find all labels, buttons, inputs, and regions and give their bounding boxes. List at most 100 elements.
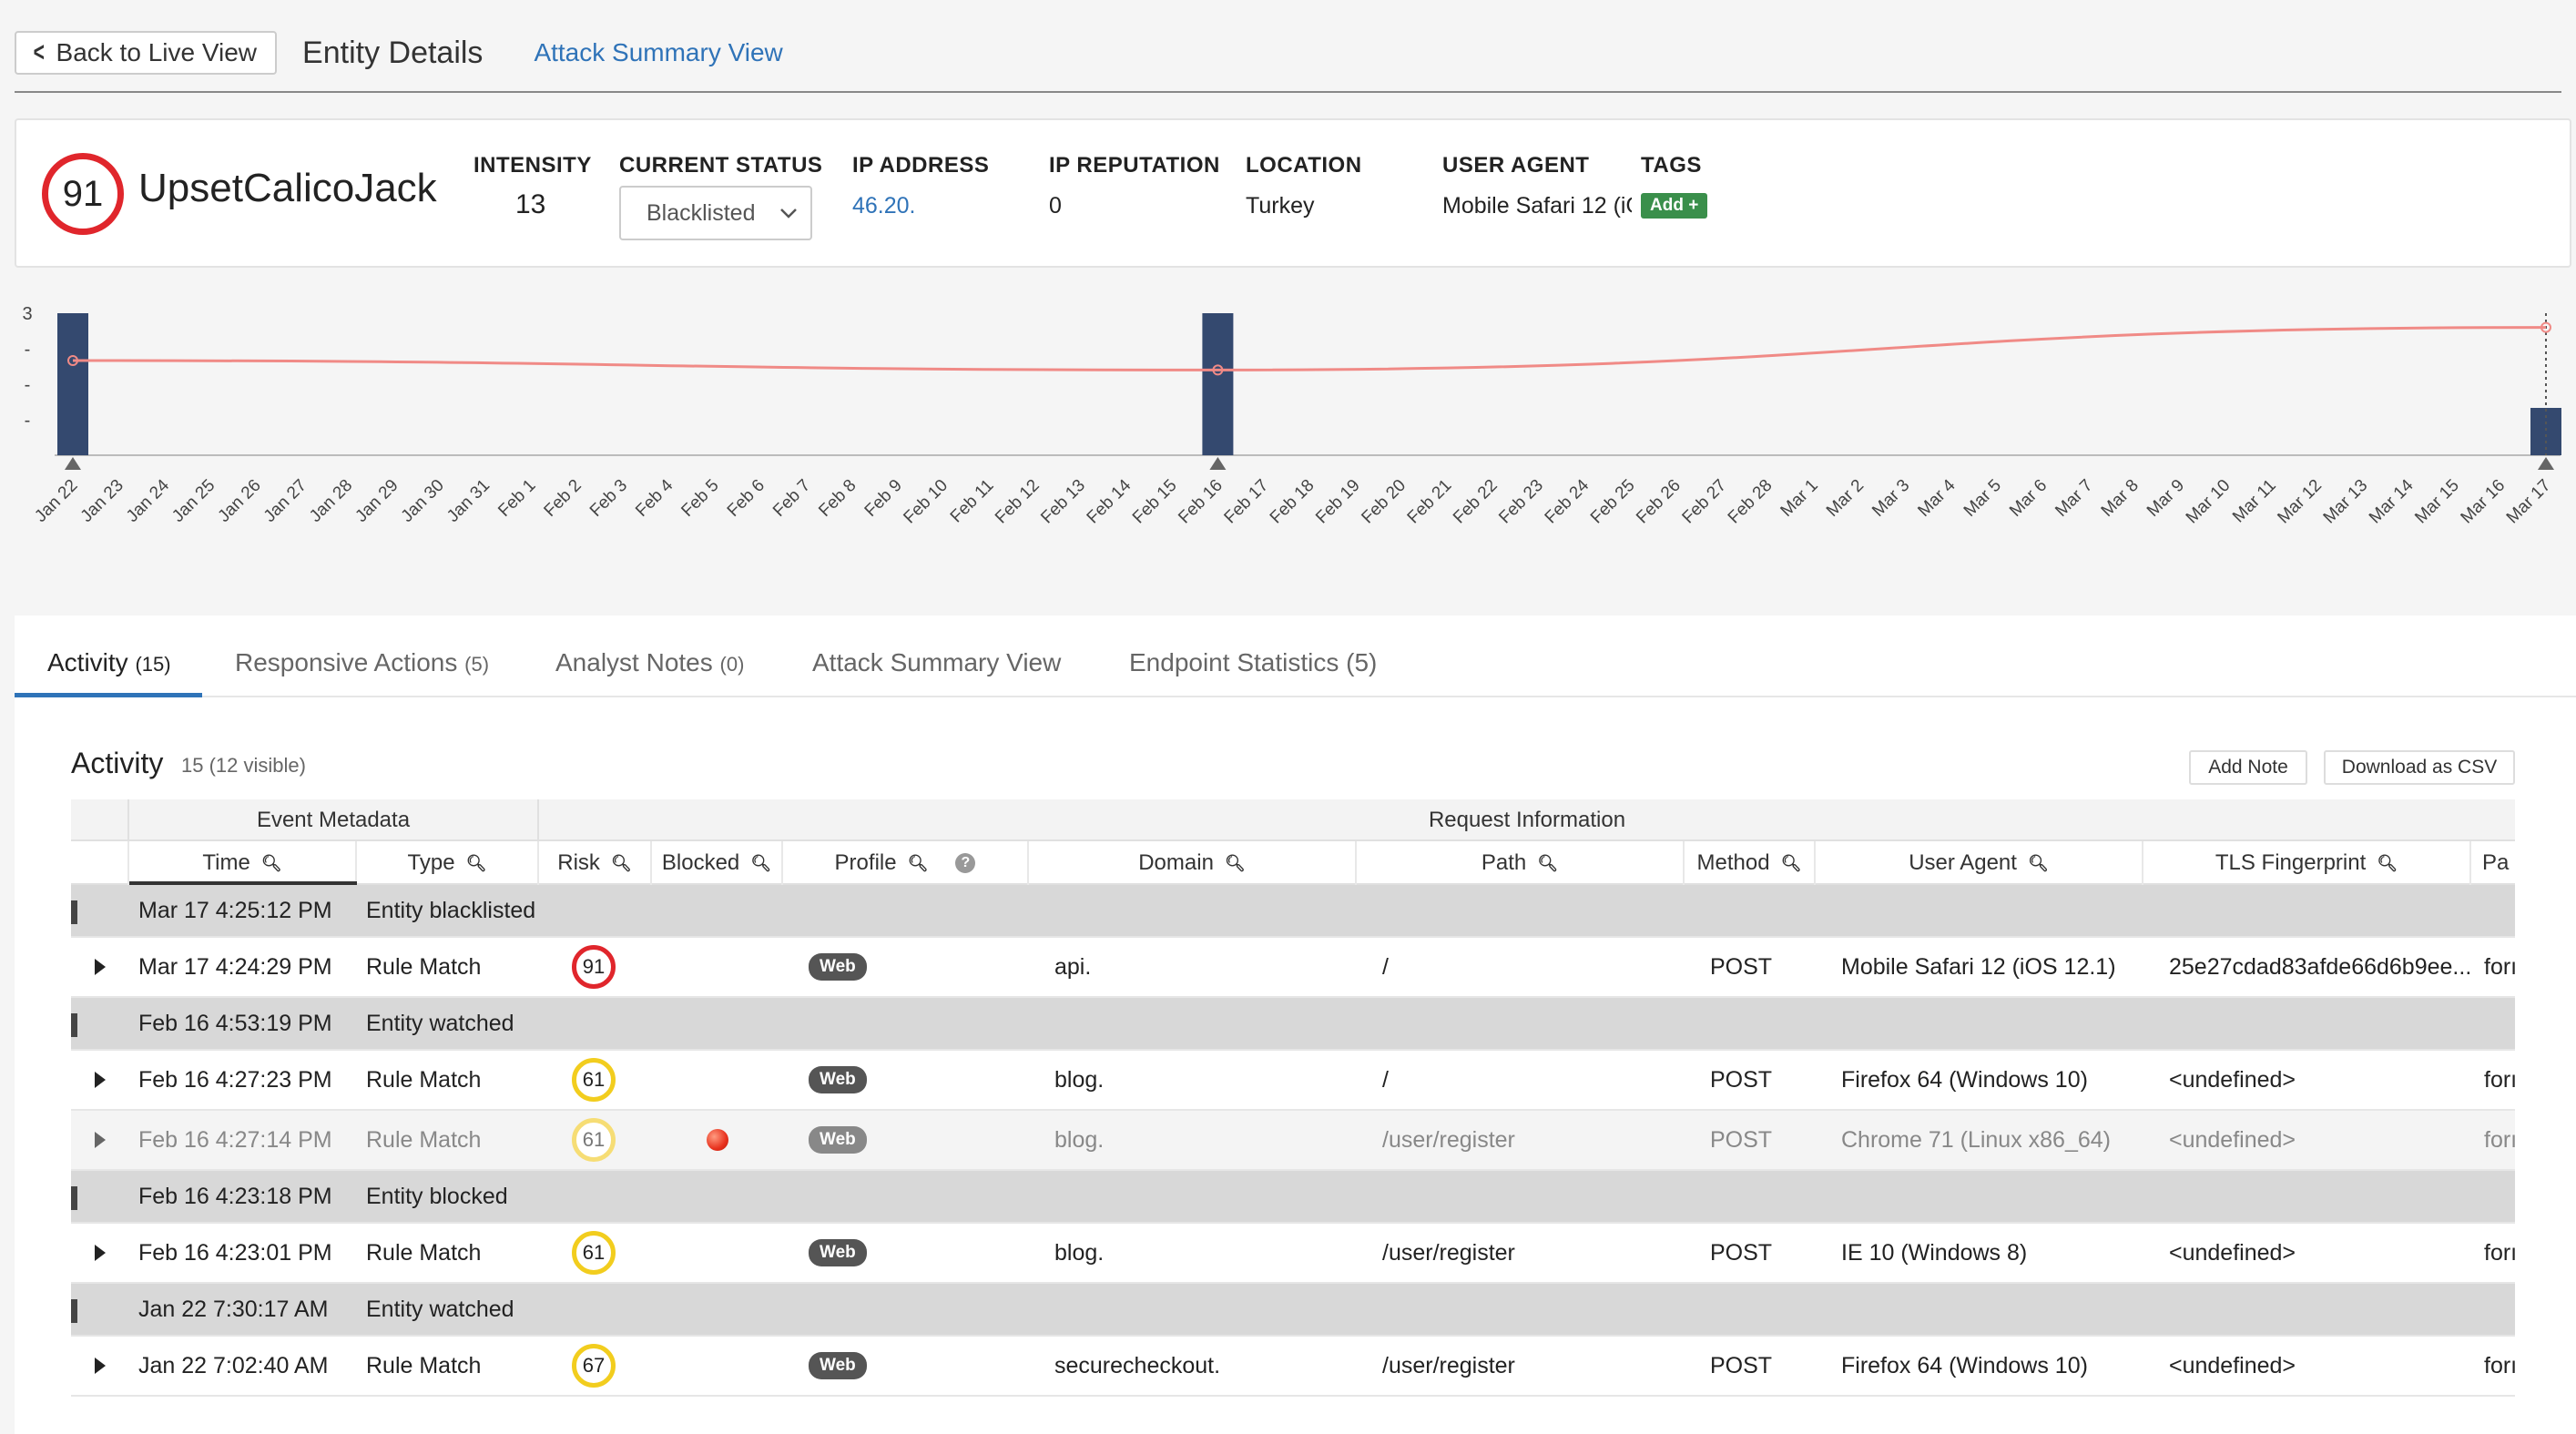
- tabs-panel: Activity (15) Responsive Actions (5) Ana…: [15, 615, 2576, 1434]
- cell-risk: 61: [572, 1224, 616, 1282]
- expand-row-icon[interactable]: [95, 1132, 106, 1148]
- add-note-button[interactable]: Add Note: [2189, 750, 2307, 785]
- header-blocked[interactable]: Blocked 🔍︎: [652, 841, 783, 885]
- header-path-label: Path: [1481, 850, 1527, 875]
- header-profile-label: Profile: [834, 850, 897, 875]
- header-type-label: Type: [407, 850, 455, 875]
- risk-badge: 61: [572, 1058, 616, 1102]
- x-tick-label: Feb 22: [1450, 476, 1502, 528]
- expand-row-icon[interactable]: [95, 1072, 106, 1088]
- tab-endpoint-statistics[interactable]: Endpoint Statistics (5): [1129, 648, 1377, 677]
- x-tick-label: Mar 3: [1868, 476, 1913, 521]
- header-type[interactable]: Type 🔍︎: [357, 841, 539, 885]
- search-icon[interactable]: 🔍︎: [1780, 853, 1802, 872]
- table-row[interactable]: Feb 16 4:27:14 PM Rule Match 61 Web blog…: [71, 1111, 2515, 1171]
- table-row[interactable]: Feb 16 4:23:18 PM Entity blocked: [71, 1171, 2515, 1224]
- search-icon[interactable]: 🔍︎: [2377, 853, 2398, 872]
- search-icon[interactable]: 🔍︎: [610, 853, 632, 872]
- expand-row-icon[interactable]: [95, 959, 106, 975]
- cell-risk: 67: [572, 1337, 616, 1395]
- header-risk[interactable]: Risk 🔍︎: [539, 841, 652, 885]
- cell-time: Feb 16 4:27:23 PM: [138, 1066, 332, 1093]
- header-time[interactable]: Time 🔍︎: [129, 841, 357, 885]
- tags-field: TAGS Add +: [1641, 153, 1708, 219]
- header-pa[interactable]: Pa: [2471, 841, 2515, 885]
- event-marker-triangle: [65, 457, 81, 470]
- chevron-down-icon: [780, 208, 797, 219]
- profile-badge: Web: [809, 1352, 867, 1379]
- header-user-agent-label: User Agent: [1909, 850, 2017, 875]
- cell-method: POST: [1710, 1239, 1773, 1266]
- group-event-metadata: Event Metadata: [129, 799, 539, 841]
- search-icon[interactable]: 🔍︎: [1537, 853, 1559, 872]
- cell-type: Rule Match: [366, 1239, 482, 1266]
- x-tick-label: Feb 21: [1404, 476, 1456, 528]
- header-method[interactable]: Method 🔍︎: [1685, 841, 1816, 885]
- help-icon[interactable]: ?: [955, 853, 976, 873]
- x-tick-label: Mar 6: [2006, 476, 2051, 521]
- x-tick-label: Mar 2: [1823, 476, 1868, 521]
- x-tick-label: Mar 5: [1960, 476, 2005, 521]
- cell-type: Rule Match: [366, 953, 482, 980]
- x-tick-label: Mar 7: [2052, 476, 2096, 521]
- header-domain[interactable]: Domain 🔍︎: [1029, 841, 1357, 885]
- tab-responsive-actions[interactable]: Responsive Actions (5): [235, 648, 489, 677]
- user-agent-value: Mobile Safari 12 (iOS 12.1): [1442, 193, 1632, 219]
- profile-badge: Web: [809, 1239, 867, 1266]
- cell-time: Feb 16 4:23:18 PM: [138, 1183, 332, 1209]
- table-row[interactable]: Mar 17 4:24:29 PM Rule Match 91 Web api.…: [71, 938, 2515, 998]
- cell-tls: <undefined>: [2169, 1352, 2296, 1378]
- table-header-row: Time 🔍︎ Type 🔍︎ Risk 🔍︎ Blocked 🔍︎ Profile 🔍︎…: [71, 841, 2515, 885]
- table-row[interactable]: Feb 16 4:23:01 PM Rule Match 61 Web blog…: [71, 1224, 2515, 1284]
- search-icon[interactable]: 🔍︎: [2027, 853, 2049, 872]
- add-tag-button[interactable]: Add +: [1641, 193, 1708, 219]
- user-agent-field: USER AGENT Mobile Safari 12 (iOS 12.1): [1442, 153, 1632, 219]
- cell-pa: forı: [2484, 1066, 2515, 1093]
- status-select[interactable]: Blacklisted: [619, 186, 812, 240]
- header-user-agent[interactable]: User Agent 🔍︎: [1816, 841, 2143, 885]
- table-row[interactable]: Feb 16 4:27:23 PM Rule Match 61 Web blog…: [71, 1051, 2515, 1111]
- cell-domain: securecheckout.: [1054, 1352, 1221, 1378]
- cell-domain: blog.: [1054, 1066, 1105, 1093]
- cell-time: Feb 16 4:23:01 PM: [138, 1239, 332, 1266]
- x-tick-label: Mar 15: [2411, 476, 2463, 528]
- header-domain-label: Domain: [1138, 850, 1214, 875]
- expand-row-icon[interactable]: [95, 1245, 106, 1261]
- x-tick-label: Mar 10: [2183, 476, 2235, 528]
- search-icon[interactable]: 🔍︎: [1224, 853, 1246, 872]
- table-row[interactable]: Jan 22 7:30:17 AM Entity watched: [71, 1284, 2515, 1337]
- download-csv-button[interactable]: Download as CSV: [2324, 750, 2515, 785]
- back-to-live-view-button[interactable]: < Back to Live View: [15, 31, 278, 75]
- profile-badge: Web: [809, 953, 867, 981]
- ip-value[interactable]: 46.20.: [852, 193, 916, 219]
- attack-summary-link[interactable]: Attack Summary View: [534, 38, 783, 66]
- search-icon[interactable]: 🔍︎: [907, 853, 929, 872]
- expand-row-icon[interactable]: [95, 1358, 106, 1374]
- cell-user-agent: Mobile Safari 12 (iOS 12.1): [1841, 953, 2116, 980]
- cell-domain: blog.: [1054, 1126, 1105, 1153]
- header-tls-fingerprint[interactable]: TLS Fingerprint 🔍︎: [2143, 841, 2471, 885]
- cell-profile: Web: [809, 1111, 867, 1169]
- header-profile[interactable]: Profile 🔍︎ ?: [783, 841, 1029, 885]
- profile-badge: Web: [809, 1126, 867, 1154]
- table-row[interactable]: Jan 22 7:02:40 AM Rule Match 67 Web secu…: [71, 1337, 2515, 1397]
- search-icon[interactable]: 🔍︎: [260, 853, 282, 872]
- intensity-field: INTENSITY 13: [473, 153, 592, 220]
- search-icon[interactable]: 🔍︎: [465, 853, 487, 872]
- x-tick-label: Jan 28: [306, 476, 356, 526]
- ip-field: IP ADDRESS 46.20.: [852, 153, 989, 219]
- tab-attack-summary-view[interactable]: Attack Summary View: [812, 648, 1061, 677]
- cell-path: /user/register: [1382, 1239, 1515, 1266]
- x-tick-label: Jan 23: [77, 476, 127, 526]
- cell-time: Feb 16 4:27:14 PM: [138, 1126, 332, 1153]
- risk-badge: 61: [572, 1231, 616, 1275]
- table-row[interactable]: Mar 17 4:25:12 PM Entity blacklisted: [71, 885, 2515, 938]
- x-tick-label: Jan 31: [443, 476, 494, 526]
- table-row[interactable]: Feb 16 4:53:19 PM Entity watched: [71, 998, 2515, 1051]
- x-tick-label: Feb 3: [586, 476, 631, 521]
- search-icon[interactable]: 🔍︎: [750, 853, 772, 872]
- cell-domain: api.: [1054, 953, 1092, 980]
- header-path[interactable]: Path 🔍︎: [1357, 841, 1685, 885]
- tab-activity[interactable]: Activity (15): [47, 648, 171, 677]
- tab-analyst-notes[interactable]: Analyst Notes (0): [555, 648, 744, 677]
